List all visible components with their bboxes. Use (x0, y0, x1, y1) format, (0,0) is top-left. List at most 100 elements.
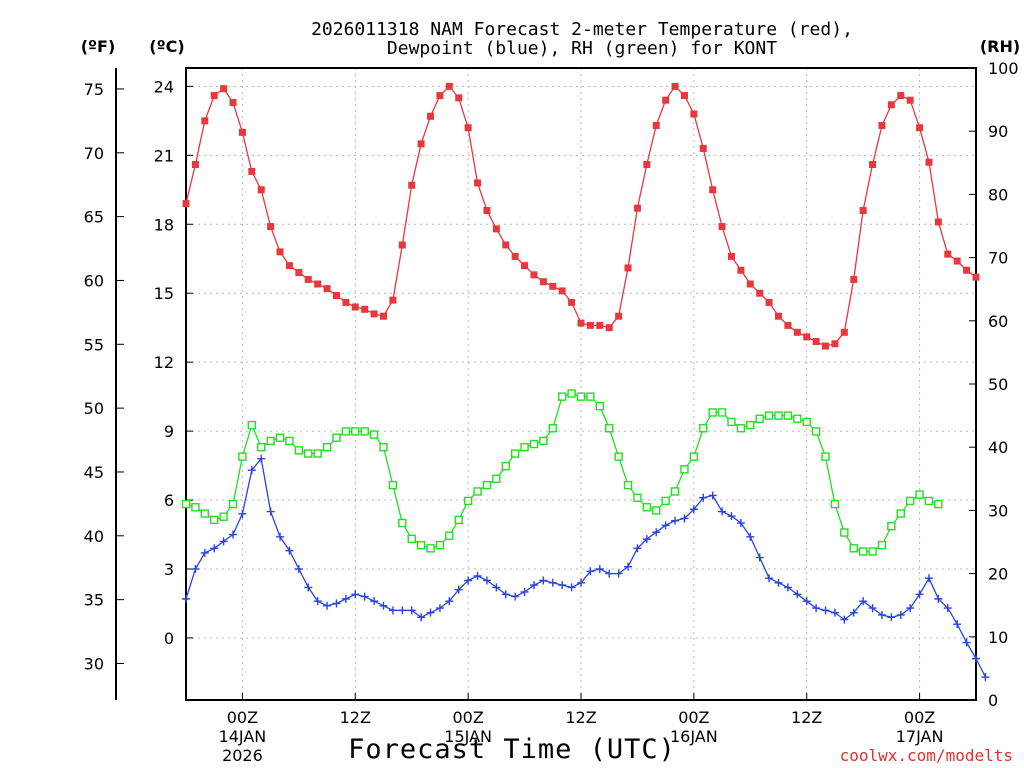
2-meter-temperature-point (182, 200, 190, 208)
dewpoint-point (520, 587, 529, 596)
rh-point (341, 427, 351, 436)
rh-point (322, 443, 332, 452)
rh-point (717, 408, 727, 417)
dewpoint-point (379, 601, 388, 610)
dewpoint-point (266, 507, 275, 516)
rh-point (520, 443, 529, 452)
chart-title-line1: 2026011318 NAM Forecast 2-meter Temperat… (311, 19, 853, 40)
dewpoint-point (558, 581, 567, 590)
2-meter-temperature-point (652, 121, 660, 129)
2-meter-temperature-point (314, 280, 322, 288)
dewpoint-point (586, 567, 595, 576)
rh-point (275, 433, 285, 442)
celsius-tick-label: 21 (154, 146, 174, 165)
x-tick-date-label: 15JAN (444, 727, 492, 746)
rh-point (924, 496, 934, 506)
rh-point (868, 547, 877, 556)
dewpoint-point (426, 608, 435, 617)
2-meter-temperature-point (615, 312, 623, 320)
2-meter-temperature-point (586, 321, 594, 329)
rh-point (492, 474, 501, 483)
rh-tick-label: 10 (988, 628, 1008, 647)
dewpoint-point (577, 578, 585, 587)
rh-point (821, 452, 830, 461)
2-meter-temperature-point (887, 101, 895, 109)
2-meter-temperature-line (185, 85, 977, 347)
rh-point (191, 503, 200, 512)
rh-point (774, 411, 783, 420)
2-meter-temperature-point (605, 324, 613, 332)
2-meter-temperature-point (398, 241, 406, 249)
2-meter-temperature-point (492, 225, 500, 233)
rh-unit-label: (RH) (980, 37, 1020, 56)
rh-point (567, 389, 576, 398)
rh-point (783, 411, 793, 420)
rh-point (802, 417, 811, 427)
rh-point (454, 515, 463, 525)
2-meter-temperature-point (633, 204, 641, 212)
2-meter-temperature-point (916, 124, 924, 132)
dewpoint-point (492, 583, 501, 592)
rh-point (586, 392, 595, 401)
2-meter-temperature-point (972, 273, 980, 281)
rh-point (332, 433, 341, 442)
rh-point (896, 509, 905, 518)
chart-title-line2: Dewpoint (blue), RH (green) for KONT (387, 38, 777, 59)
2-meter-temperature-point (643, 161, 651, 169)
celsius-unit-label: (ºC) (149, 37, 184, 56)
dewpoint-point (765, 574, 774, 583)
celsius-tick-label: 18 (154, 215, 174, 234)
rh-tick-label: 20 (988, 565, 1008, 584)
rh-point (670, 487, 680, 496)
2-meter-temperature-point (775, 312, 782, 320)
dewpoint-point (529, 581, 538, 590)
rh-point (736, 424, 746, 433)
2-meter-temperature-point (332, 292, 340, 300)
dewpoint-point (341, 594, 350, 603)
dewpoint-point (313, 597, 322, 606)
2-meter-temperature-point (944, 250, 952, 258)
2-meter-temperature-point (539, 278, 547, 286)
dewpoint-point (548, 578, 557, 587)
rh-point (416, 540, 426, 550)
x-tick-label: 00Z (227, 708, 258, 727)
2-meter-temperature-point (803, 333, 811, 341)
dewpoint-point (915, 590, 924, 599)
2-meter-temperature-point (276, 248, 284, 256)
dewpoint-point (652, 528, 661, 537)
rh-point (539, 436, 548, 446)
dewpoint-point (229, 530, 238, 539)
rh-point (398, 518, 407, 528)
2-meter-temperature-point (474, 179, 482, 187)
2-meter-temperature-point (436, 92, 444, 100)
grid-lines (186, 68, 976, 700)
dewpoint-point (323, 601, 332, 610)
rh-point (266, 436, 275, 446)
fahrenheit-tick-label: 45 (84, 463, 104, 482)
dewpoint-point (445, 597, 454, 606)
2-meter-temperature-point (925, 158, 933, 166)
2-meter-temperature-point (549, 282, 557, 290)
rh-point (699, 424, 708, 433)
dewpoint-point (435, 604, 444, 613)
dewpoint-point (774, 578, 783, 587)
x-tick-label: 12Z (565, 708, 596, 727)
rh-point (840, 528, 849, 537)
2-meter-temperature-point (351, 303, 359, 311)
rh-point (793, 414, 802, 423)
rh-point (351, 427, 360, 436)
dewpoint-point (793, 590, 802, 599)
celsius-tick-label: 9 (164, 422, 174, 441)
dewpoint-point (539, 576, 548, 585)
dewpoint-point (501, 590, 510, 599)
dewpoint-point (924, 574, 933, 583)
rh-point (435, 540, 445, 550)
2-meter-temperature-point (502, 241, 510, 249)
2-meter-temperature-point (878, 121, 886, 129)
fahrenheit-tick-label: 60 (84, 271, 104, 290)
celsius-tick-label: 3 (164, 560, 174, 579)
2-meter-temperature-point (257, 186, 265, 194)
rh-point (369, 430, 379, 439)
dewpoint-point (567, 583, 576, 592)
rh-point (727, 417, 736, 427)
